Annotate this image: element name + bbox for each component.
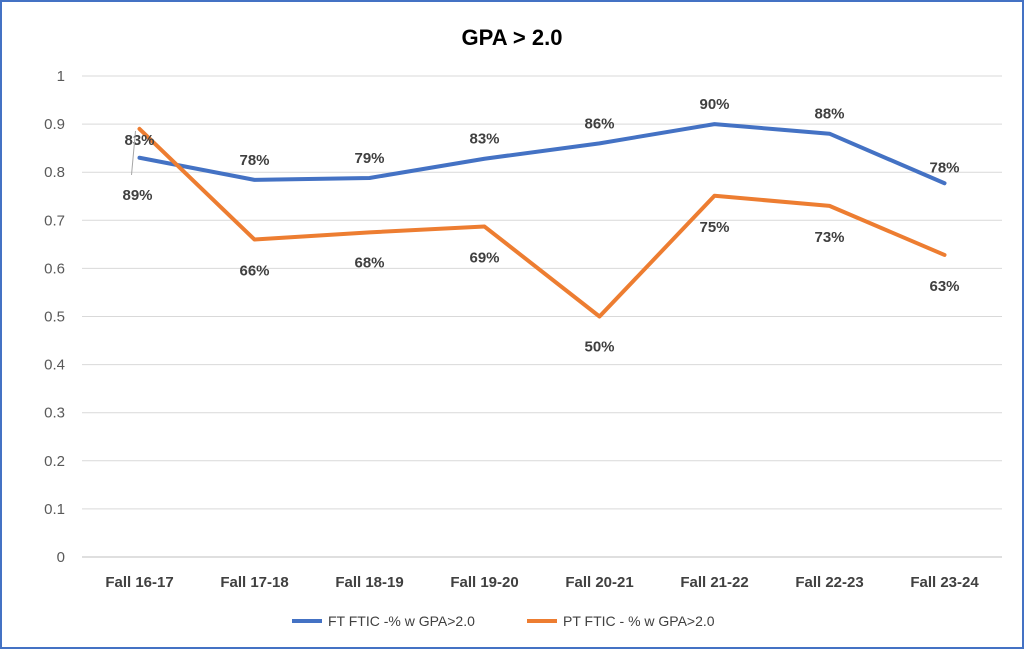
legend: FT FTIC -% w GPA>2.0 PT FTIC - % w GPA>2.… [292,613,715,629]
y-tick-label: 1 [57,68,65,85]
x-tick-label: Fall 23-24 [910,574,979,591]
data-labels: 83% 78% 79% 83% 86% 90% 88% 78% 89% 66% 68% 69% 50% 7… [122,96,959,355]
x-tick-label: Fall 20-21 [565,574,633,591]
data-label: 73% [814,229,844,246]
data-label: 86% [584,115,614,132]
x-tick-label: Fall 16-17 [105,574,173,591]
leader-line [131,130,136,175]
data-label: 78% [929,159,959,176]
x-tick-label: Fall 19-20 [450,574,518,591]
data-label: 63% [929,278,959,295]
legend-label: PT FTIC - % w GPA>2.0 [563,613,715,629]
gridlines [82,75,1002,558]
y-tick-label: 0.2 [44,453,65,470]
x-tick-label: Fall 21-22 [680,574,748,591]
series-lines [137,122,947,319]
data-label: 78% [239,152,269,169]
data-label: 83% [469,131,499,148]
data-label: 83% [124,132,154,149]
legend-label: FT FTIC -% w GPA>2.0 [328,613,475,629]
chart-title: GPA > 2.0 [462,25,563,50]
x-tick-label: Fall 22-23 [795,574,863,591]
y-tick-label: 0.4 [44,357,65,374]
x-tick-label: Fall 18-19 [335,574,403,591]
series-line-1 [137,126,947,319]
y-tick-label: 0.6 [44,260,65,277]
series-line-0 [137,122,947,186]
y-tick-label: 0.7 [44,212,65,229]
y-tick-label: 0.5 [44,309,65,326]
data-label: 88% [814,106,844,123]
y-tick-label: 0.8 [44,164,65,181]
y-tick-label: 0.3 [44,405,65,422]
data-label: 66% [239,263,269,280]
x-axis-ticks: Fall 16-17 Fall 17-18 Fall 18-19 Fall 19-20… [105,574,979,591]
data-label: 69% [469,250,499,267]
data-label: 90% [699,96,729,113]
x-tick-label: Fall 17-18 [220,574,288,591]
y-tick-label: 0.9 [44,116,65,133]
y-tick-label: 0.1 [44,501,65,518]
y-axis-ticks: 0 0.1 0.2 0.3 0.4 0.5 0.6 0.7 0.8 0.9 1 [44,68,65,566]
data-label: 50% [584,339,614,356]
data-label: 68% [354,254,384,271]
data-label: 79% [354,150,384,167]
data-label: 89% [122,187,152,204]
data-label: 75% [699,219,729,236]
y-tick-label: 0 [57,549,65,566]
